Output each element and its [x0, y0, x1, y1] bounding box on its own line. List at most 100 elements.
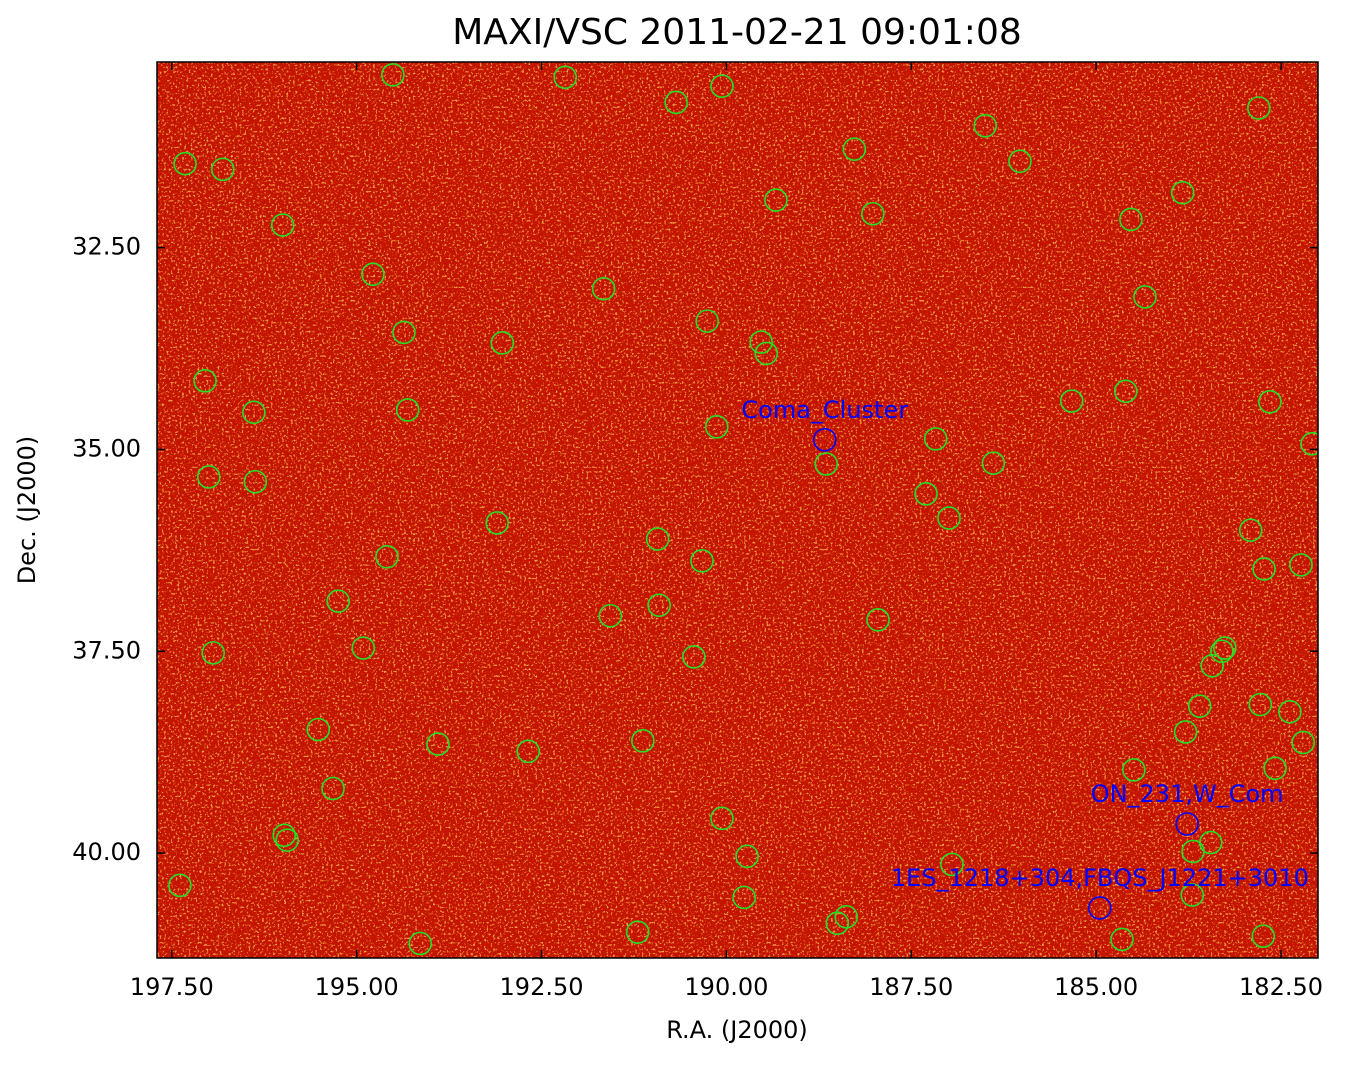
source-circle: [981, 451, 1006, 475]
source-circle: [710, 74, 734, 99]
source-circle: [1238, 518, 1263, 542]
source-circle: [1213, 636, 1237, 660]
source-circle: [1263, 756, 1287, 781]
image-noise: [157, 62, 1318, 958]
source-circle: [321, 776, 345, 801]
source-circle: [695, 309, 719, 333]
source-circle: [1291, 730, 1316, 755]
x-tick-label: 195.00: [315, 973, 399, 1001]
source-circle: [1173, 720, 1198, 744]
named-source-circle: [1175, 812, 1199, 836]
source-circle: [1133, 285, 1157, 309]
source-circle: [361, 262, 385, 287]
source-circle: [1198, 830, 1223, 855]
source-circle: [1247, 96, 1271, 120]
x-axis-label: R.A. (J2000): [666, 1016, 808, 1044]
named-source-label: Coma_Cluster: [741, 396, 908, 424]
source-circle: [1258, 390, 1282, 414]
named-source-label: 1ES_1218+304,FBQS_J1221+3010: [891, 864, 1309, 892]
x-tick-label: 185.00: [1054, 973, 1138, 1001]
source-circle: [664, 90, 688, 115]
named-source-circle: [1088, 896, 1112, 920]
source-circle: [490, 331, 515, 355]
source-circle: [1113, 379, 1138, 404]
source-circle: [647, 593, 671, 618]
source-circle: [923, 427, 948, 451]
source-circle: [732, 885, 756, 910]
source-circle: [211, 157, 235, 182]
source-circle: [168, 873, 192, 898]
source-circle: [645, 527, 670, 551]
source-circle: [591, 277, 616, 301]
source-circle: [306, 717, 331, 742]
source-circle: [1248, 692, 1273, 717]
source-circle: [814, 452, 839, 476]
source-circle: [764, 188, 788, 212]
source-circle: [842, 137, 867, 161]
source-circle: [710, 806, 734, 831]
source-circle: [426, 732, 450, 756]
source-circle: [485, 511, 509, 535]
source-circle: [1119, 207, 1143, 232]
source-circle: [973, 113, 998, 138]
source-circle: [1252, 557, 1276, 581]
source-circle: [193, 369, 217, 393]
source-circle: [553, 65, 577, 90]
source-circle: [242, 400, 266, 425]
chart-title: MAXI/VSC 2011-02-21 09:01:08: [452, 12, 1022, 53]
source-circle: [272, 823, 296, 848]
source-circle: [381, 63, 405, 87]
source-circle: [392, 320, 416, 345]
source-circle: [173, 151, 197, 176]
source-circle: [326, 589, 350, 614]
x-tick-label: 182.50: [1239, 973, 1323, 1001]
source-circle: [1200, 653, 1225, 678]
y-tick-label: 37.50: [72, 636, 141, 664]
source-circle: [1110, 927, 1134, 952]
source-circle: [275, 828, 299, 852]
source-circle: [516, 739, 541, 764]
source-circle: [270, 213, 295, 237]
source-labels: Coma_Cluster ON_231,W_Com 1ES_1218+304,FBQ…: [741, 396, 1308, 892]
named-source-circle: [812, 427, 837, 452]
source-circle: [1180, 883, 1205, 907]
source-circle: [861, 201, 885, 226]
source-circle: [704, 415, 729, 439]
source-circle: [196, 465, 221, 489]
y-tick-label: 32.50: [72, 233, 141, 261]
x-tick-label: 190.00: [684, 973, 768, 1001]
source-circle: [682, 645, 706, 669]
source-circle: [395, 398, 420, 422]
source-circle: [749, 330, 773, 354]
source-circle: [735, 844, 759, 869]
x-tick-label: 187.50: [869, 973, 953, 1001]
source-circle: [754, 341, 779, 366]
x-tick-label: 197.50: [130, 973, 214, 1001]
source-circle: [1251, 924, 1276, 949]
x-tick-label: 192.50: [500, 973, 584, 1001]
source-circle: [243, 469, 268, 494]
source-circle: [1170, 180, 1195, 205]
source-circle: [1278, 700, 1302, 724]
source-circle: [375, 545, 399, 569]
source-circle: [825, 911, 850, 936]
source-circle: [937, 506, 961, 530]
named-source-label: ON_231,W_Com: [1091, 780, 1284, 808]
source-circle: [1059, 389, 1084, 413]
plot-frame: [156, 61, 1319, 959]
source-circle: [690, 549, 714, 573]
source-circle: [940, 852, 964, 877]
y-tick-label: 40.00: [72, 838, 141, 866]
source-circle: [866, 607, 890, 632]
source-circle: [1008, 149, 1032, 174]
marks: [168, 63, 1318, 956]
source-circle: [598, 603, 623, 628]
source-circle: [1122, 758, 1146, 782]
source-circle: [914, 482, 938, 506]
source-circle: [1300, 432, 1318, 456]
source-circle: [408, 931, 433, 956]
source-circle: [834, 905, 859, 929]
source-circle: [201, 641, 226, 665]
source-circle: [1289, 553, 1313, 577]
